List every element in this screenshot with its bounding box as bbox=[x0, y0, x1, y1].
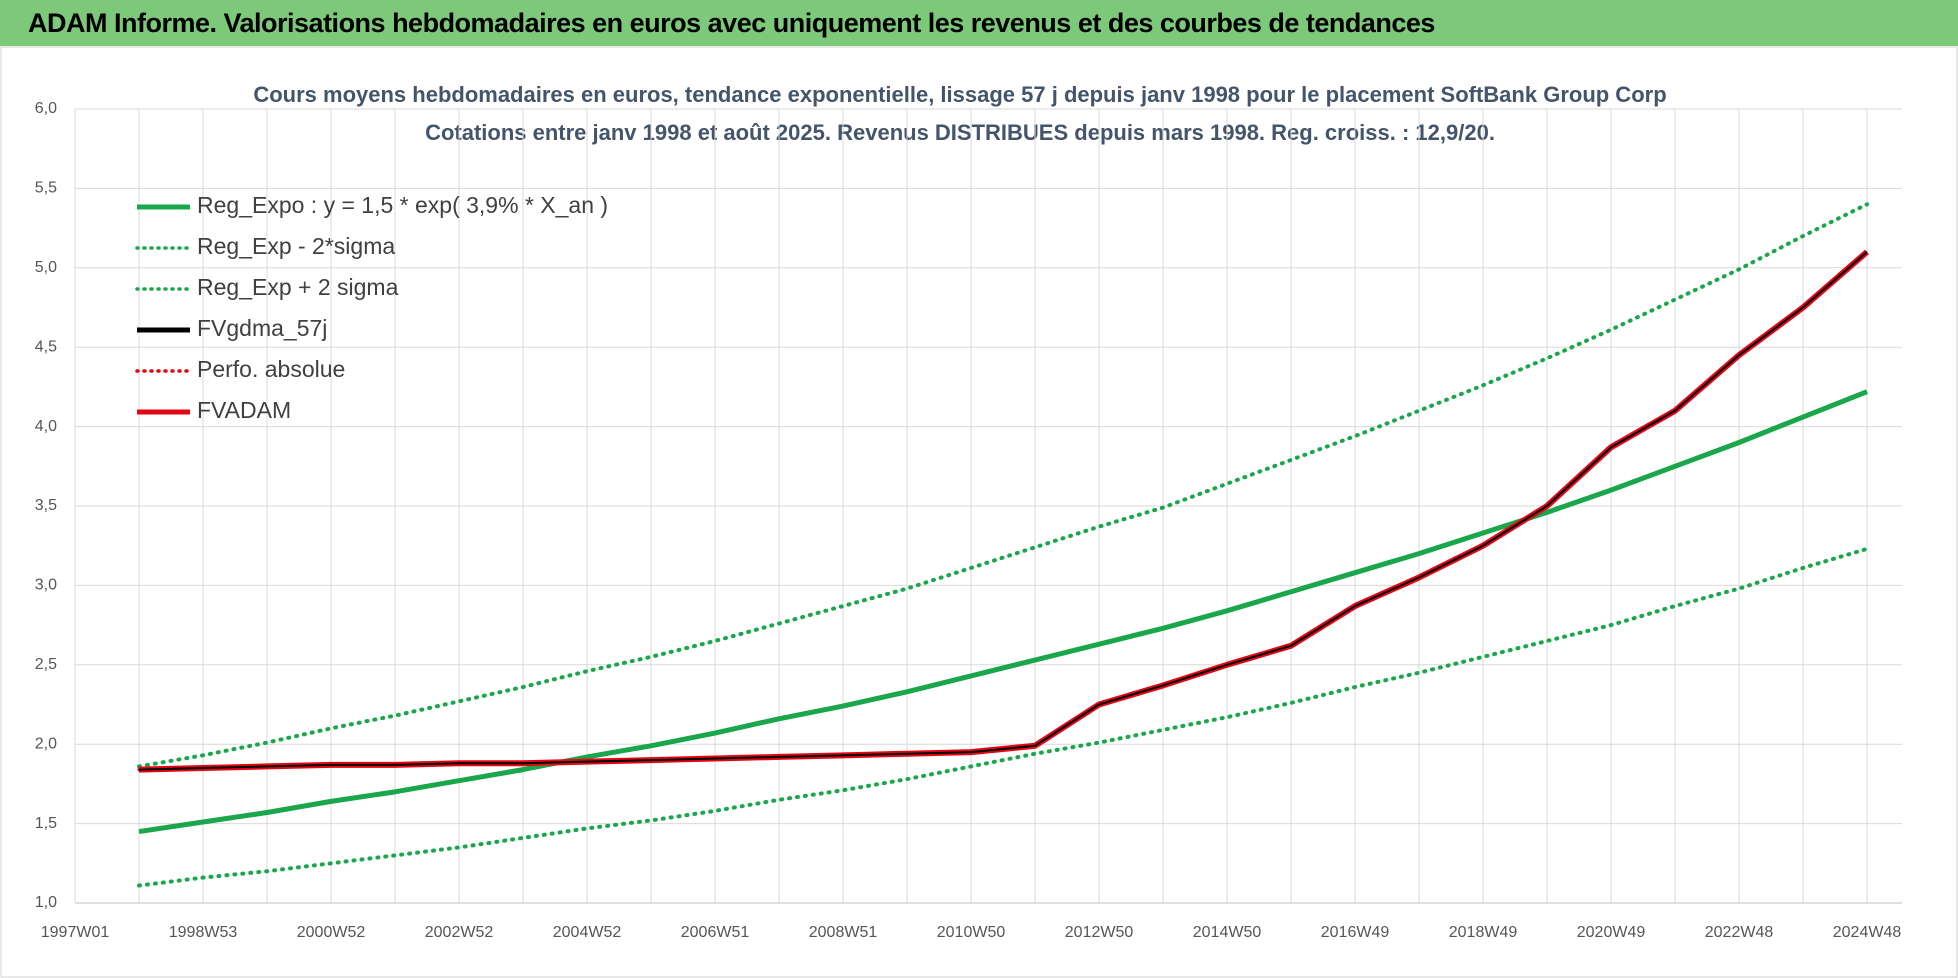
y-tick-label: 2,0 bbox=[35, 735, 57, 752]
y-tick-label: 4,0 bbox=[35, 418, 57, 435]
x-tick-label: 2006W51 bbox=[681, 924, 750, 941]
chart-frame bbox=[0, 46, 1958, 978]
legend-label: FVgdma_57j bbox=[197, 315, 327, 341]
y-tick-label: 5,0 bbox=[35, 259, 57, 276]
series-line bbox=[137, 202, 1869, 769]
x-tick-label: 2004W52 bbox=[553, 924, 622, 941]
legend-label: Reg_Exp + 2 sigma bbox=[197, 274, 399, 300]
x-tick-label: 2008W51 bbox=[809, 924, 878, 941]
chart-subtitle: Cotations entre janv 1998 et août 2025. … bbox=[425, 120, 1495, 145]
banner-title: ADAM Informe. Valorisations hebdomadaire… bbox=[28, 8, 1435, 38]
y-tick-label: 3,5 bbox=[35, 497, 57, 514]
x-tick-label: 2002W52 bbox=[425, 924, 494, 941]
y-tick-label: 6,0 bbox=[35, 100, 57, 117]
x-tick-label: 2022W48 bbox=[1705, 924, 1774, 941]
x-tick-label: 2024W48 bbox=[1833, 924, 1902, 941]
chart: Cours moyens hebdomadaires en euros, ten… bbox=[0, 46, 1958, 978]
y-tick-label: 3,0 bbox=[35, 577, 57, 594]
x-tick-label: 2020W49 bbox=[1577, 924, 1646, 941]
legend-label: FVADAM bbox=[197, 397, 291, 423]
x-tick-label: 2018W49 bbox=[1449, 924, 1518, 941]
y-tick-label: 1,5 bbox=[35, 815, 57, 832]
x-tick-label: 2012W50 bbox=[1065, 924, 1134, 941]
x-tick-label: 2010W50 bbox=[937, 924, 1006, 941]
series-line bbox=[137, 546, 1869, 888]
x-tick-label: 2014W50 bbox=[1193, 924, 1262, 941]
x-tick-label: 2016W49 bbox=[1321, 924, 1390, 941]
series-line bbox=[138, 389, 1868, 835]
legend-label: Perfo. absolue bbox=[197, 356, 345, 382]
y-tick-label: 4,5 bbox=[35, 338, 57, 355]
series-line bbox=[138, 251, 1868, 771]
legend-label: Reg_Exp - 2*sigma bbox=[197, 233, 395, 259]
chart-title: Cours moyens hebdomadaires en euros, ten… bbox=[253, 82, 1666, 107]
x-tick-label: 1998W53 bbox=[169, 924, 238, 941]
y-tick-label: 5,5 bbox=[35, 180, 57, 197]
x-tick-label: 1997W01 bbox=[41, 924, 110, 941]
x-tick-label: 2000W52 bbox=[297, 924, 366, 941]
y-tick-label: 2,5 bbox=[35, 656, 57, 673]
legend-label: Reg_Expo : y = 1,5 * exp( 3,9% * X_an ) bbox=[197, 192, 608, 218]
y-tick-label: 1,0 bbox=[35, 894, 57, 911]
banner: ADAM Informe. Valorisations hebdomadaire… bbox=[0, 0, 1958, 46]
